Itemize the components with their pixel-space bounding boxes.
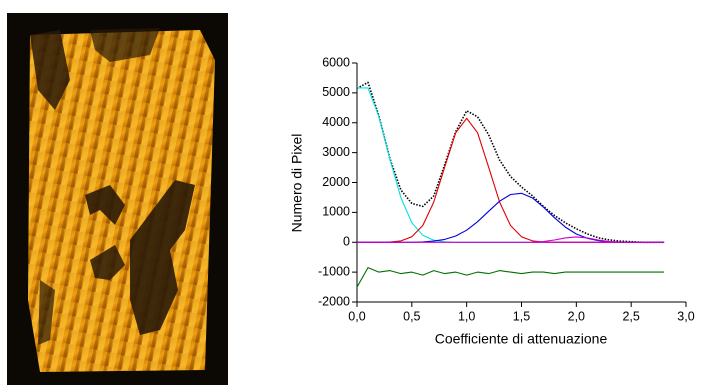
y-tick-label: 4000 [322,115,350,129]
x-tick-label: 3,0 [677,309,694,323]
series-line [356,81,665,244]
wood-image [7,13,228,385]
x-tick-label: 2,0 [568,309,585,323]
y-tick-label: 1000 [322,205,350,219]
y-tick-label: 5000 [322,85,350,99]
x-axis-label: Coefficiente di attenuazione [435,331,608,347]
x-tick-label: 2,5 [622,309,639,323]
x-tick-label: 1,0 [458,309,475,323]
y-tick-label: 3000 [322,145,350,159]
y-tick-label: 0 [343,235,350,249]
y-tick-label: 6000 [322,55,350,69]
y-tick-label: -1000 [318,264,350,278]
series-line [357,192,665,243]
y-tick-label: -2000 [318,294,350,308]
x-tick-label: 1,5 [513,309,530,323]
series-line [356,267,665,288]
y-axis-label: Numero di Pixel [289,134,305,233]
y-tick-label: 2000 [322,175,350,189]
series-line [357,117,665,243]
series-line [357,87,665,243]
x-tick-label: 0,0 [348,309,365,323]
chart: Coefficiente di attenuazione Numero di P… [289,134,608,347]
series-line [532,236,621,243]
x-tick-label: 0,5 [403,309,420,323]
